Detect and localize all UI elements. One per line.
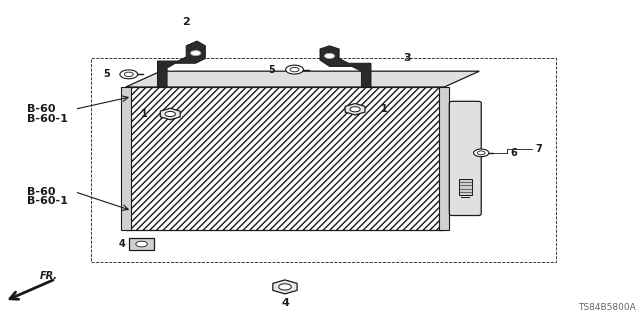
Text: B-60: B-60 bbox=[27, 104, 56, 114]
Polygon shape bbox=[125, 71, 479, 87]
Text: 5: 5 bbox=[269, 65, 275, 75]
Text: 6: 6 bbox=[510, 148, 516, 158]
Circle shape bbox=[136, 241, 147, 247]
Polygon shape bbox=[345, 104, 365, 115]
Circle shape bbox=[477, 151, 485, 155]
Text: 7: 7 bbox=[536, 144, 542, 154]
Text: 1: 1 bbox=[141, 109, 148, 119]
Text: 1: 1 bbox=[381, 104, 387, 114]
Text: FR.: FR. bbox=[40, 270, 58, 281]
Circle shape bbox=[474, 149, 489, 157]
Circle shape bbox=[324, 53, 335, 59]
Text: B-60-1: B-60-1 bbox=[27, 196, 68, 206]
FancyBboxPatch shape bbox=[439, 87, 449, 230]
Text: 2: 2 bbox=[182, 17, 190, 27]
Text: 4: 4 bbox=[281, 298, 289, 308]
Text: 4: 4 bbox=[119, 239, 125, 249]
Circle shape bbox=[191, 51, 201, 56]
Circle shape bbox=[165, 111, 175, 116]
Text: TS84B5800A: TS84B5800A bbox=[578, 303, 636, 312]
Polygon shape bbox=[157, 41, 205, 87]
Polygon shape bbox=[320, 46, 371, 87]
Circle shape bbox=[124, 72, 133, 76]
Polygon shape bbox=[273, 280, 297, 294]
Text: B-60-1: B-60-1 bbox=[27, 114, 68, 124]
FancyBboxPatch shape bbox=[449, 101, 481, 215]
FancyBboxPatch shape bbox=[129, 238, 154, 251]
Text: 5: 5 bbox=[103, 69, 109, 79]
FancyBboxPatch shape bbox=[120, 87, 131, 230]
Text: 3: 3 bbox=[403, 53, 410, 63]
Polygon shape bbox=[125, 87, 444, 230]
Circle shape bbox=[350, 107, 360, 112]
FancyBboxPatch shape bbox=[459, 179, 472, 195]
Circle shape bbox=[278, 284, 291, 290]
Polygon shape bbox=[160, 108, 180, 120]
Text: B-60: B-60 bbox=[27, 187, 56, 197]
Circle shape bbox=[120, 70, 138, 79]
Circle shape bbox=[290, 68, 299, 72]
Circle shape bbox=[285, 65, 303, 74]
